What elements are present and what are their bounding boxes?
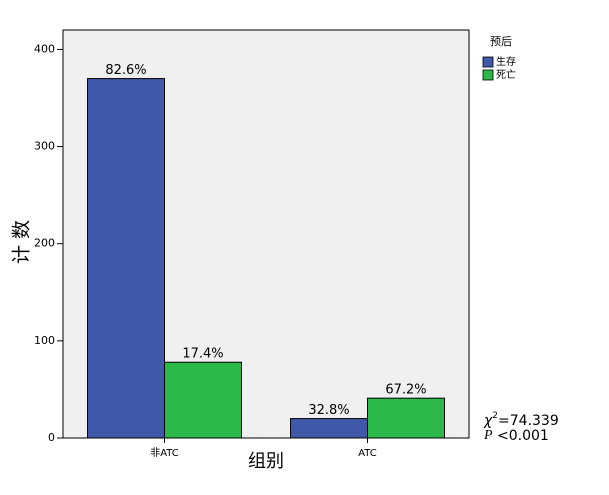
x-axis-title: 组别 xyxy=(248,451,284,472)
y-tick-label: 0 xyxy=(48,431,55,444)
bar xyxy=(290,418,368,439)
stat-value: =74.339 xyxy=(498,413,559,429)
legend-label: 死亡 xyxy=(496,68,516,81)
stat-annotation: χ2=74.339 xyxy=(483,411,559,430)
value-label: 67.2% xyxy=(385,383,426,398)
p-symbol: P xyxy=(483,428,493,443)
y-tick-label: 400 xyxy=(34,42,55,55)
stat-symbol: χ xyxy=(483,413,493,429)
y-tick-label: 100 xyxy=(34,334,55,347)
value-label: 32.8% xyxy=(308,403,349,418)
x-tick-label: 非ATC xyxy=(150,447,179,459)
legend-swatch xyxy=(482,56,494,68)
y-tick-label: 300 xyxy=(34,140,55,153)
bar xyxy=(87,78,165,439)
p-value: <0.001 xyxy=(497,428,549,444)
bar xyxy=(367,397,445,439)
stat-superscript: 2 xyxy=(492,411,498,421)
legend-swatch xyxy=(482,69,494,81)
legend-title: 预后 xyxy=(490,35,512,48)
y-tick-label: 200 xyxy=(34,237,55,250)
bar xyxy=(164,361,242,439)
legend-label: 生存 xyxy=(496,55,516,68)
x-tick-label: ATC xyxy=(358,448,377,459)
y-axis-title: 计 数 xyxy=(11,220,33,264)
p-annotation: P <0.001 xyxy=(483,428,549,444)
value-label: 17.4% xyxy=(182,347,223,362)
value-label: 82.6% xyxy=(105,63,146,78)
